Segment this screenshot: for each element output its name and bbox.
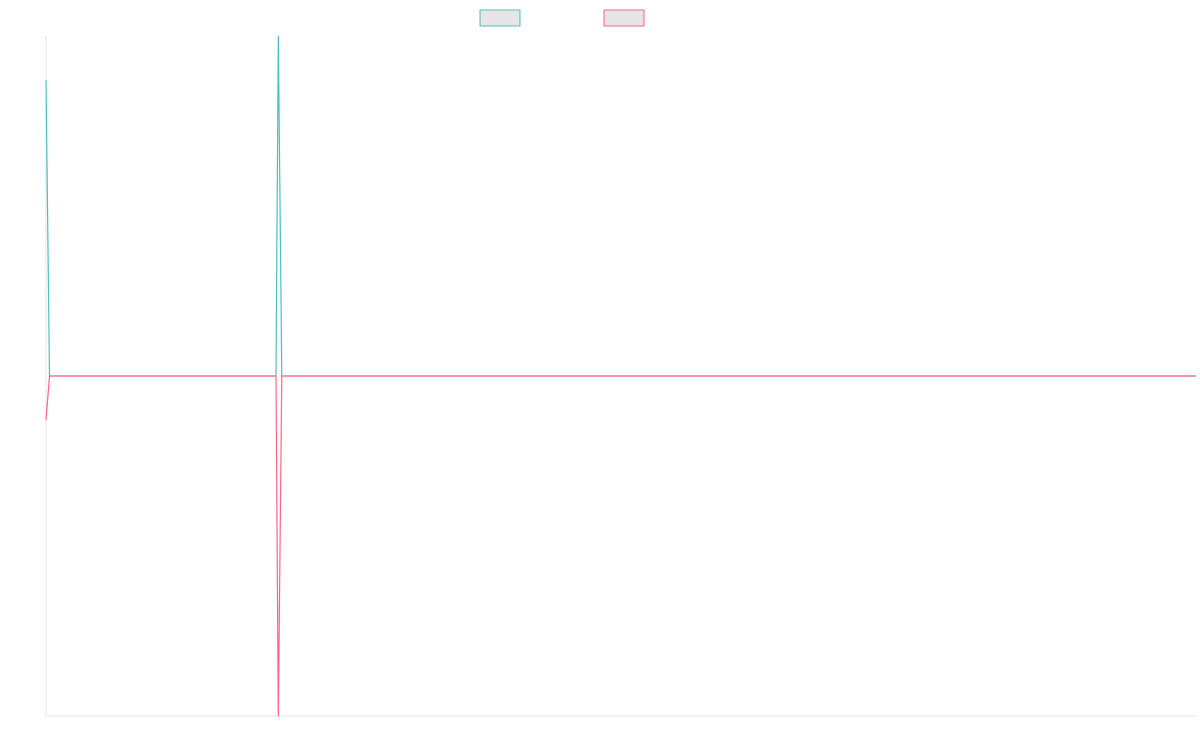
legend-swatch-series-1[interactable] [479, 9, 521, 27]
chart-axes [45, 36, 1196, 717]
series-2-line [45, 375, 1196, 717]
chart-series [45, 35, 1196, 717]
legend[interactable] [479, 9, 645, 27]
legend-swatch-series-2[interactable] [603, 9, 645, 27]
series-1-line [45, 35, 1196, 377]
